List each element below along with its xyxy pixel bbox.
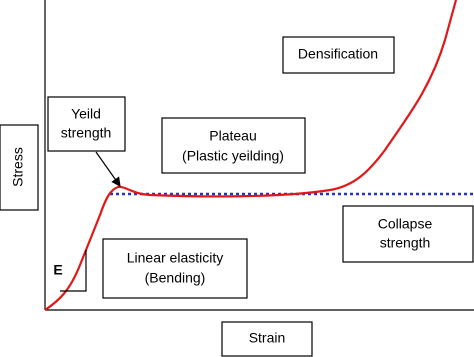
linear-box	[102, 238, 248, 299]
arrow	[95, 151, 121, 187]
modulus-label: E	[53, 262, 62, 278]
densification-label: Densification	[298, 46, 378, 62]
densification-box	[282, 36, 395, 74]
yield-label: strength	[61, 125, 112, 141]
collapse-label: Collapse	[378, 216, 433, 232]
yield-box	[47, 96, 126, 152]
x-label-box	[221, 321, 313, 357]
slope-marker	[60, 250, 87, 292]
yield-label: Yeild	[71, 106, 101, 122]
plateau-box	[161, 117, 306, 174]
stress-strain-curve	[44, 0, 458, 311]
y-label: Stress	[10, 147, 26, 187]
plateau-label: (Plastic yeilding)	[182, 148, 284, 164]
x-label: Strain	[249, 330, 286, 346]
collapse-box	[342, 205, 474, 263]
plateau-label: Plateau	[209, 128, 256, 144]
linear-label: Linear elasticity	[127, 250, 224, 266]
linear-label: (Bending)	[145, 270, 206, 286]
y-label-box	[0, 124, 39, 211]
collapse-label: strength	[380, 235, 431, 251]
